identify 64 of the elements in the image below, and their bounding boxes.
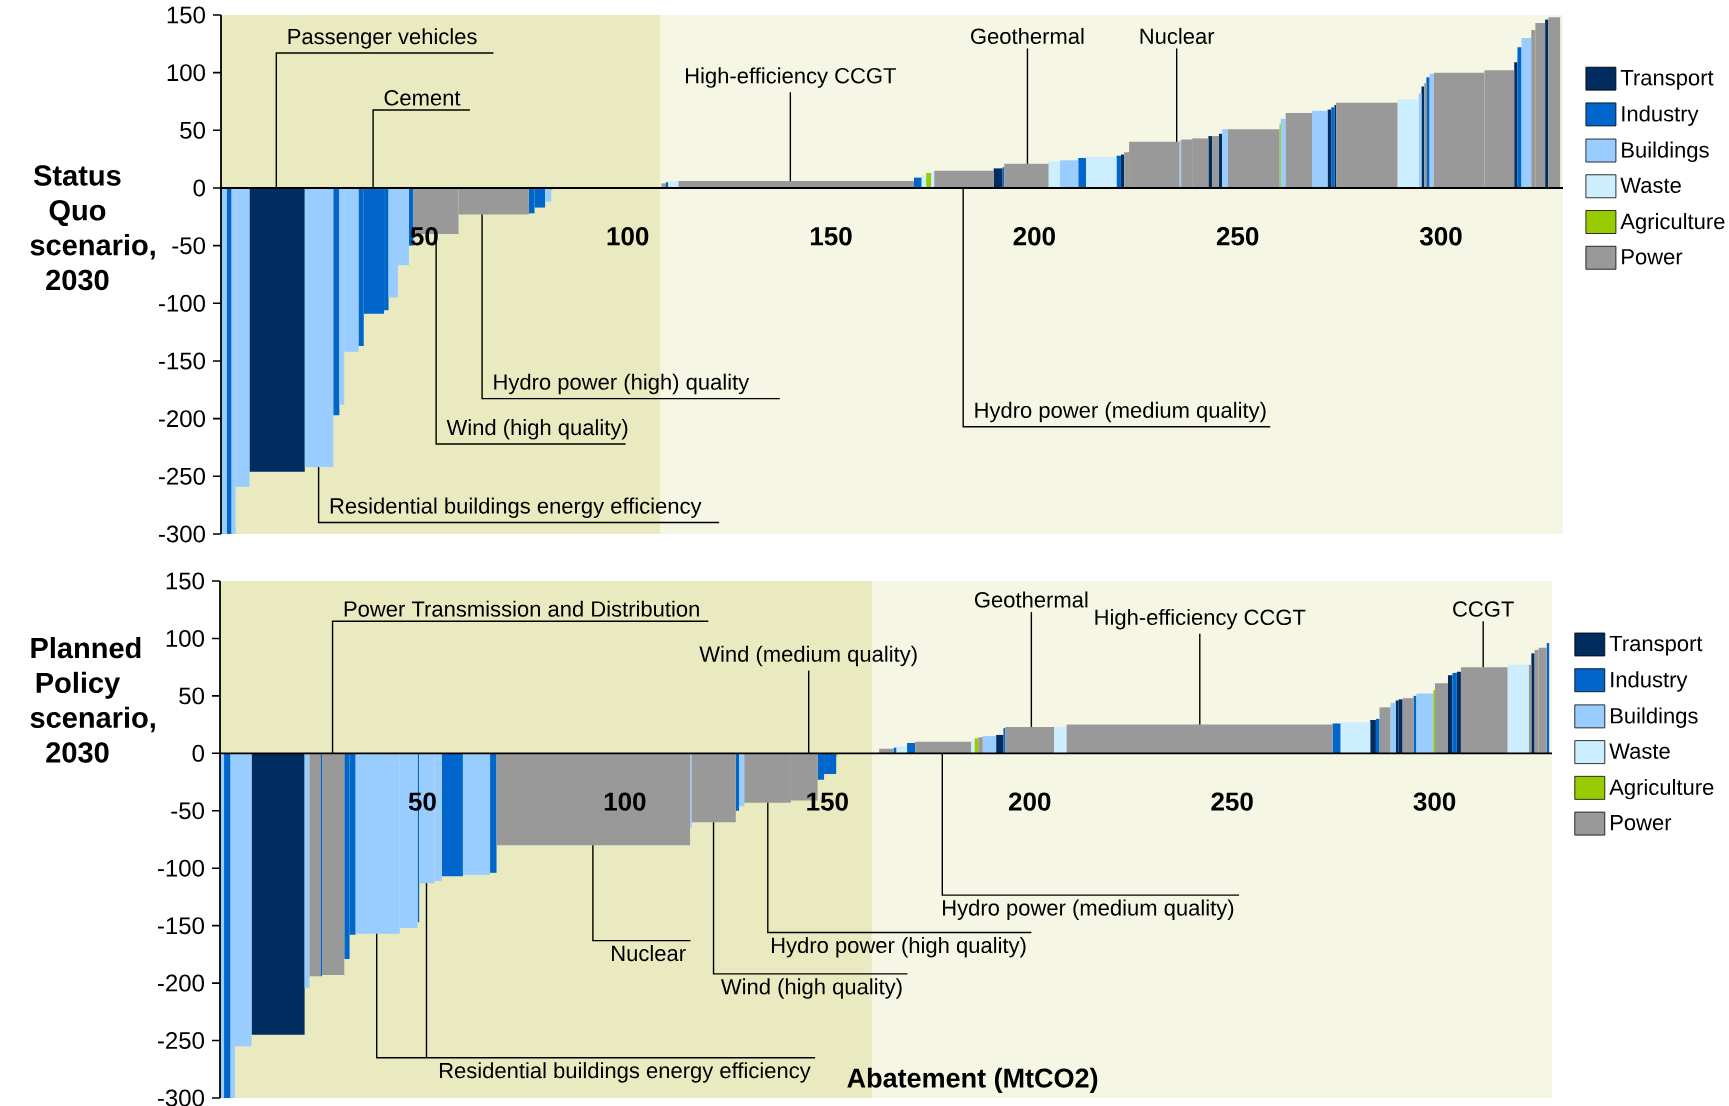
annotation: Wind (high quality) (720, 978, 902, 999)
legend-label: Agriculture (1609, 778, 1714, 800)
y-tick-label: 0 (193, 179, 206, 197)
annotation: High-efficiency CCGT (686, 67, 896, 88)
legend-label: Waste (1609, 743, 1670, 759)
legend-label: Industry (1611, 671, 1688, 692)
x-tick-label: 100 (604, 792, 646, 811)
y-tick-label: 50 (180, 121, 206, 139)
y-tick-label: 0 (192, 744, 205, 762)
annotation: Residential buildings energy efficiency (439, 1062, 811, 1083)
y-tick-label: 150 (166, 572, 204, 590)
annotation: Hydro power (high quality) (772, 936, 1026, 958)
legend-label: Transport (1609, 635, 1703, 656)
y-tick-label: -50 (171, 802, 205, 820)
annotation: Nuclear (612, 945, 686, 962)
y-tick-label: -150 (157, 917, 204, 935)
legend-label: Power (1622, 249, 1683, 265)
annotation: Geothermal (974, 591, 1088, 608)
annotation: Cement (384, 90, 461, 106)
annotation: CCGT (1453, 601, 1514, 617)
y-axis-title: Planned Policy scenario, 2030 (30, 637, 155, 763)
y-tick-label: 100 (167, 64, 205, 82)
x-tick-label: 150 (807, 792, 848, 811)
annotation: Wind (high quality) (446, 419, 628, 440)
y-tick-label: -300 (157, 1089, 204, 1106)
annotation: Passenger vehicles (288, 28, 477, 49)
y-tick-label: 150 (167, 6, 205, 24)
y-tick-label: -100 (158, 294, 205, 312)
legend-label: Buildings (1611, 707, 1698, 728)
legend-label: Industry (1622, 105, 1699, 126)
y-tick-label: -250 (157, 1032, 204, 1050)
annotation: Hydro power (medium quality) (943, 899, 1234, 920)
annotation: Hydro power (medium quality) (975, 401, 1266, 423)
y-tick-label: -200 (157, 974, 204, 992)
legend-label: Transport (1620, 70, 1714, 90)
y-tick-label: -200 (158, 410, 205, 428)
x-tick-label: 250 (1216, 227, 1259, 246)
legend-label: Power (1611, 815, 1672, 831)
y-tick-label: -50 (172, 237, 206, 255)
y-tick-label: 100 (166, 629, 204, 647)
legend-label: Waste (1620, 177, 1681, 194)
x-tick-label: 200 (1013, 227, 1055, 246)
y-tick-label: -250 (158, 467, 205, 485)
x-tick-label: 150 (810, 227, 852, 246)
annotation: Nuclear (1140, 27, 1215, 45)
x-tick-label: 300 (1419, 227, 1462, 246)
y-tick-label: -300 (158, 525, 205, 543)
annotation: High-efficiency CCGT (1095, 608, 1306, 630)
annotation: Hydro power (high) quality (494, 373, 750, 395)
y-tick-label: -100 (157, 859, 204, 877)
annotation: Power Transmission and Distribution (344, 600, 699, 617)
x-tick-label: 100 (607, 227, 649, 246)
legend-label: Buildings (1622, 141, 1709, 163)
annotation: Geothermal (971, 27, 1084, 45)
legend-label: Agriculture (1620, 213, 1725, 234)
annotation: Residential buildings energy efficiency (330, 497, 702, 519)
x-axis-title: Abatement (MtCO2) (847, 1067, 1098, 1093)
y-tick-label: 50 (179, 687, 205, 705)
y-axis-title: Status Quo scenario, 2030 (30, 165, 155, 291)
x-tick-label: 200 (1008, 792, 1051, 811)
annotation: Wind (medium quality) (699, 645, 917, 667)
y-tick-label: -150 (158, 352, 205, 370)
x-tick-label: 250 (1211, 792, 1253, 811)
x-tick-label: 300 (1413, 792, 1456, 811)
